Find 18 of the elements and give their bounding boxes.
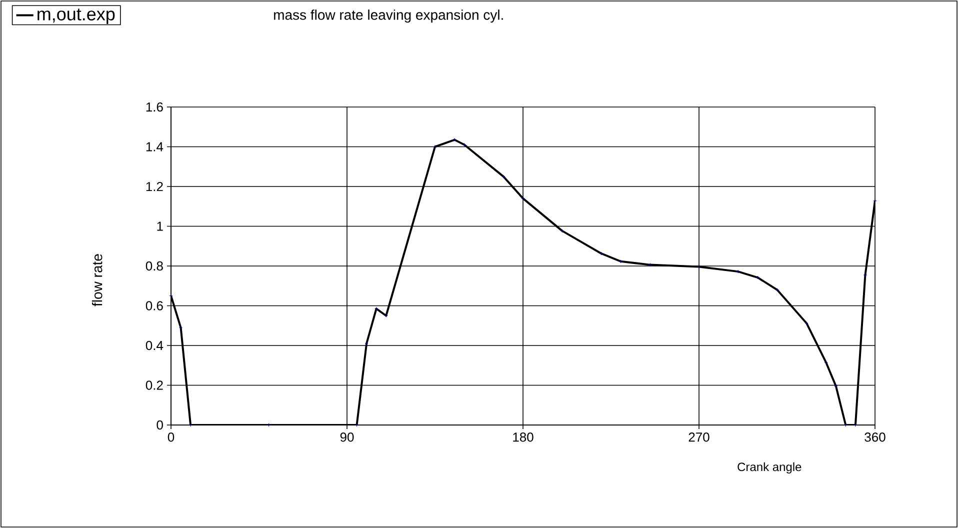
x-tick-label: 360 <box>864 432 886 442</box>
x-tick-label: 90 <box>340 432 354 442</box>
chart-title: mass flow rate leaving expansion cyl. <box>274 10 503 23</box>
y-tick-label: 0.8 <box>146 261 163 271</box>
y-axis-title: flow rate <box>92 254 102 306</box>
y-tick-label: 0.6 <box>146 301 163 310</box>
x-tick-label: 270 <box>688 432 710 442</box>
y-tick-label: 1.6 <box>146 102 163 112</box>
x-axis-title: Crank angle <box>738 462 802 474</box>
y-tick-label: 1 <box>157 222 163 231</box>
x-tick-label: 0 <box>168 432 174 442</box>
legend-label: m,out.exp <box>38 8 115 24</box>
y-tick-label: 0 <box>156 420 163 430</box>
y-tick-label: 0.4 <box>146 340 164 350</box>
y-tick-label: 0.2 <box>146 380 163 390</box>
y-tick-label: 1.2 <box>146 182 163 192</box>
x-tick-label: 180 <box>513 432 534 442</box>
y-tick-label: 1.4 <box>146 142 164 152</box>
